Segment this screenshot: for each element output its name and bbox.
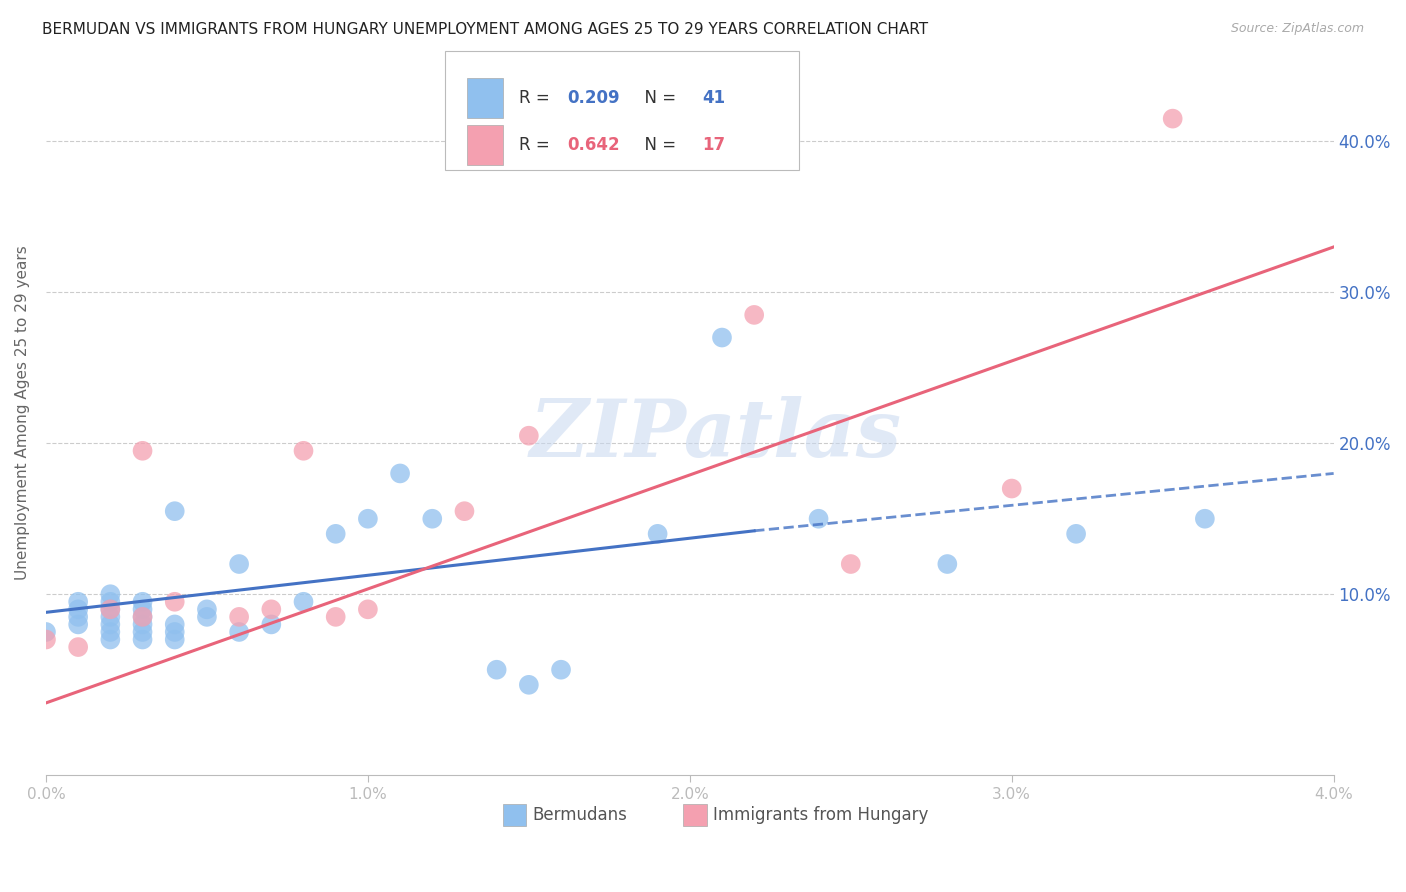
Point	[131, 610, 153, 624]
Point	[260, 602, 283, 616]
Point	[67, 617, 90, 632]
Point	[98, 617, 121, 632]
Text: 0.642: 0.642	[568, 136, 620, 154]
Point	[389, 467, 412, 481]
Point	[131, 617, 153, 632]
Point	[163, 595, 186, 609]
Point	[98, 602, 121, 616]
Point	[67, 602, 90, 616]
FancyBboxPatch shape	[446, 51, 799, 170]
Point	[98, 610, 121, 624]
Point	[195, 610, 218, 624]
Point	[35, 624, 58, 639]
Point	[420, 512, 443, 526]
Point	[292, 595, 315, 609]
Point	[131, 443, 153, 458]
Point	[67, 640, 90, 654]
Point	[485, 663, 508, 677]
Bar	[683, 805, 707, 826]
Point	[228, 557, 250, 571]
Point	[131, 602, 153, 616]
Point	[517, 428, 540, 442]
Point	[131, 610, 153, 624]
Point	[67, 610, 90, 624]
Point	[325, 526, 347, 541]
Point	[98, 632, 121, 647]
Point	[163, 632, 186, 647]
Point	[98, 587, 121, 601]
Text: Bermudans: Bermudans	[533, 806, 627, 824]
Y-axis label: Unemployment Among Ages 25 to 29 years: Unemployment Among Ages 25 to 29 years	[15, 245, 30, 581]
Point	[228, 610, 250, 624]
Point	[98, 624, 121, 639]
Point	[1194, 512, 1216, 526]
Text: N =: N =	[634, 136, 682, 154]
Point	[131, 624, 153, 639]
Point	[742, 308, 765, 322]
Text: ZIPatlas: ZIPatlas	[530, 396, 901, 474]
Point	[936, 557, 959, 571]
Point	[357, 512, 380, 526]
Point	[711, 330, 734, 344]
Point	[163, 617, 186, 632]
Point	[839, 557, 862, 571]
Point	[807, 512, 830, 526]
Point	[195, 602, 218, 616]
Text: N =: N =	[634, 89, 682, 107]
Point	[1064, 526, 1087, 541]
Point	[131, 595, 153, 609]
Point	[163, 504, 186, 518]
Point	[292, 443, 315, 458]
Text: 41: 41	[703, 89, 725, 107]
Point	[98, 602, 121, 616]
Point	[131, 632, 153, 647]
Bar	[503, 805, 526, 826]
Point	[1001, 482, 1024, 496]
Text: Immigrants from Hungary: Immigrants from Hungary	[713, 806, 928, 824]
Point	[228, 624, 250, 639]
Text: R =: R =	[519, 136, 554, 154]
Point	[647, 526, 669, 541]
Point	[98, 595, 121, 609]
Point	[260, 617, 283, 632]
Text: BERMUDAN VS IMMIGRANTS FROM HUNGARY UNEMPLOYMENT AMONG AGES 25 TO 29 YEARS CORRE: BERMUDAN VS IMMIGRANTS FROM HUNGARY UNEM…	[42, 22, 928, 37]
Text: Source: ZipAtlas.com: Source: ZipAtlas.com	[1230, 22, 1364, 36]
Text: 0.209: 0.209	[568, 89, 620, 107]
Text: R =: R =	[519, 89, 554, 107]
Point	[357, 602, 380, 616]
Point	[517, 678, 540, 692]
Text: 17: 17	[703, 136, 725, 154]
Bar	[467, 78, 503, 118]
Bar	[467, 125, 503, 165]
Point	[35, 632, 58, 647]
Point	[67, 595, 90, 609]
Point	[163, 624, 186, 639]
Point	[325, 610, 347, 624]
Point	[1161, 112, 1184, 126]
Point	[550, 663, 572, 677]
Point	[453, 504, 475, 518]
